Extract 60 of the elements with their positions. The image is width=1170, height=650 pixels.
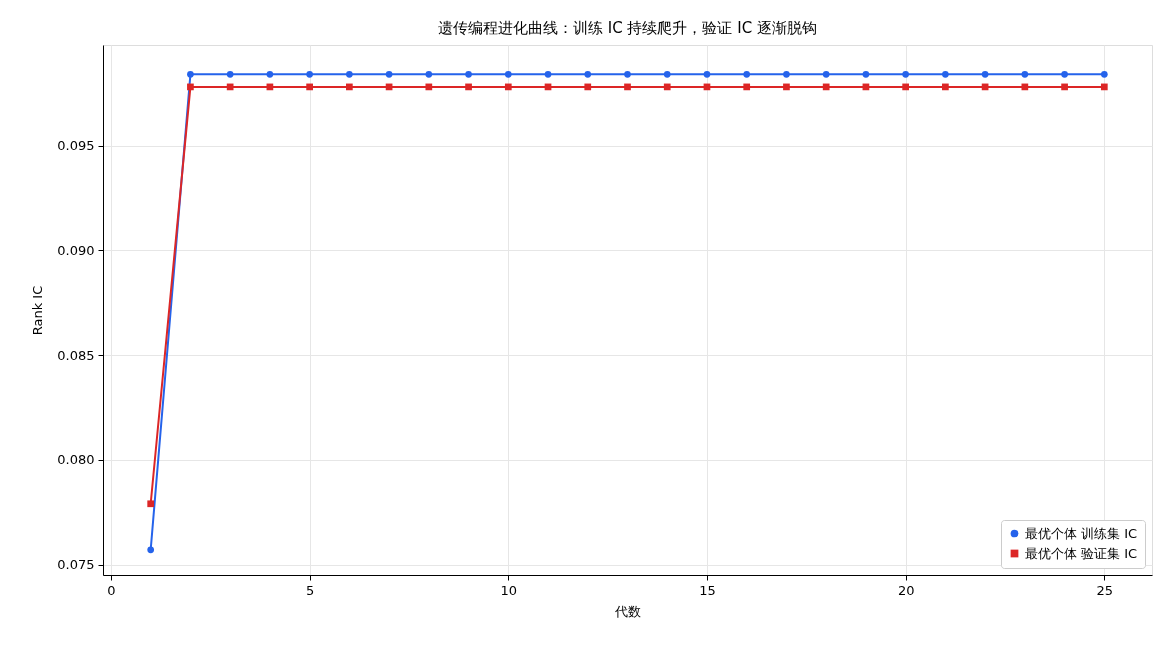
- point: [1061, 83, 1068, 91]
- point: [187, 83, 194, 91]
- point: [584, 70, 592, 78]
- chart-title: 遗传编程进化曲线：训练 IC 持续爬升，验证 IC 逐渐脱钩: [438, 19, 817, 37]
- point: [663, 83, 671, 91]
- point: [1021, 70, 1029, 78]
- point: [942, 70, 949, 78]
- point: [663, 70, 671, 78]
- y-tick-label: 0.085: [57, 347, 95, 363]
- point: [226, 70, 234, 78]
- y-tick-label: 0.080: [57, 452, 95, 468]
- point: [544, 70, 552, 78]
- point: [783, 83, 790, 91]
- point: [1061, 70, 1068, 78]
- point: [703, 70, 711, 78]
- point: [147, 500, 155, 508]
- point: [346, 83, 353, 91]
- point: [187, 70, 194, 78]
- point: [981, 70, 989, 78]
- y-axis-title: Rank IC: [30, 285, 46, 336]
- point: [226, 83, 234, 91]
- point: [385, 70, 393, 78]
- point: [425, 70, 433, 78]
- point: [1021, 83, 1029, 91]
- point: [942, 83, 949, 91]
- x-axis-title: 代数: [614, 603, 641, 619]
- legend-label: 最优个体 训练集 IC: [1025, 525, 1138, 541]
- point: [1100, 70, 1108, 78]
- point: [902, 83, 909, 91]
- point: [1100, 83, 1108, 91]
- x-tick-label: 20: [897, 582, 915, 598]
- y-tick-label: 0.095: [57, 138, 95, 154]
- point: [822, 70, 830, 78]
- point: [147, 546, 155, 554]
- point: [306, 70, 313, 78]
- point: [306, 83, 313, 91]
- point: [465, 83, 472, 91]
- point: [624, 70, 631, 78]
- point: [504, 70, 512, 78]
- point: [425, 83, 433, 91]
- point: [783, 70, 790, 78]
- point: [743, 70, 751, 78]
- point: [584, 83, 592, 91]
- point: [624, 83, 631, 91]
- point: [822, 83, 830, 91]
- legend-label: 最优个体 验证集 IC: [1025, 545, 1138, 561]
- point: [743, 83, 751, 91]
- point: [504, 83, 512, 91]
- y-tick-label: 0.075: [57, 557, 95, 573]
- y-tick-label: 0.090: [57, 242, 95, 258]
- point: [862, 70, 870, 78]
- point: [465, 70, 472, 78]
- x-tick-label: 10: [500, 582, 518, 598]
- x-tick-label: 0: [107, 582, 116, 598]
- point: [266, 70, 274, 78]
- point: [346, 70, 353, 78]
- x-tick-label: 25: [1096, 582, 1114, 598]
- point: [902, 70, 909, 78]
- x-tick-label: 5: [305, 582, 315, 598]
- x-tick-label: 15: [699, 582, 716, 598]
